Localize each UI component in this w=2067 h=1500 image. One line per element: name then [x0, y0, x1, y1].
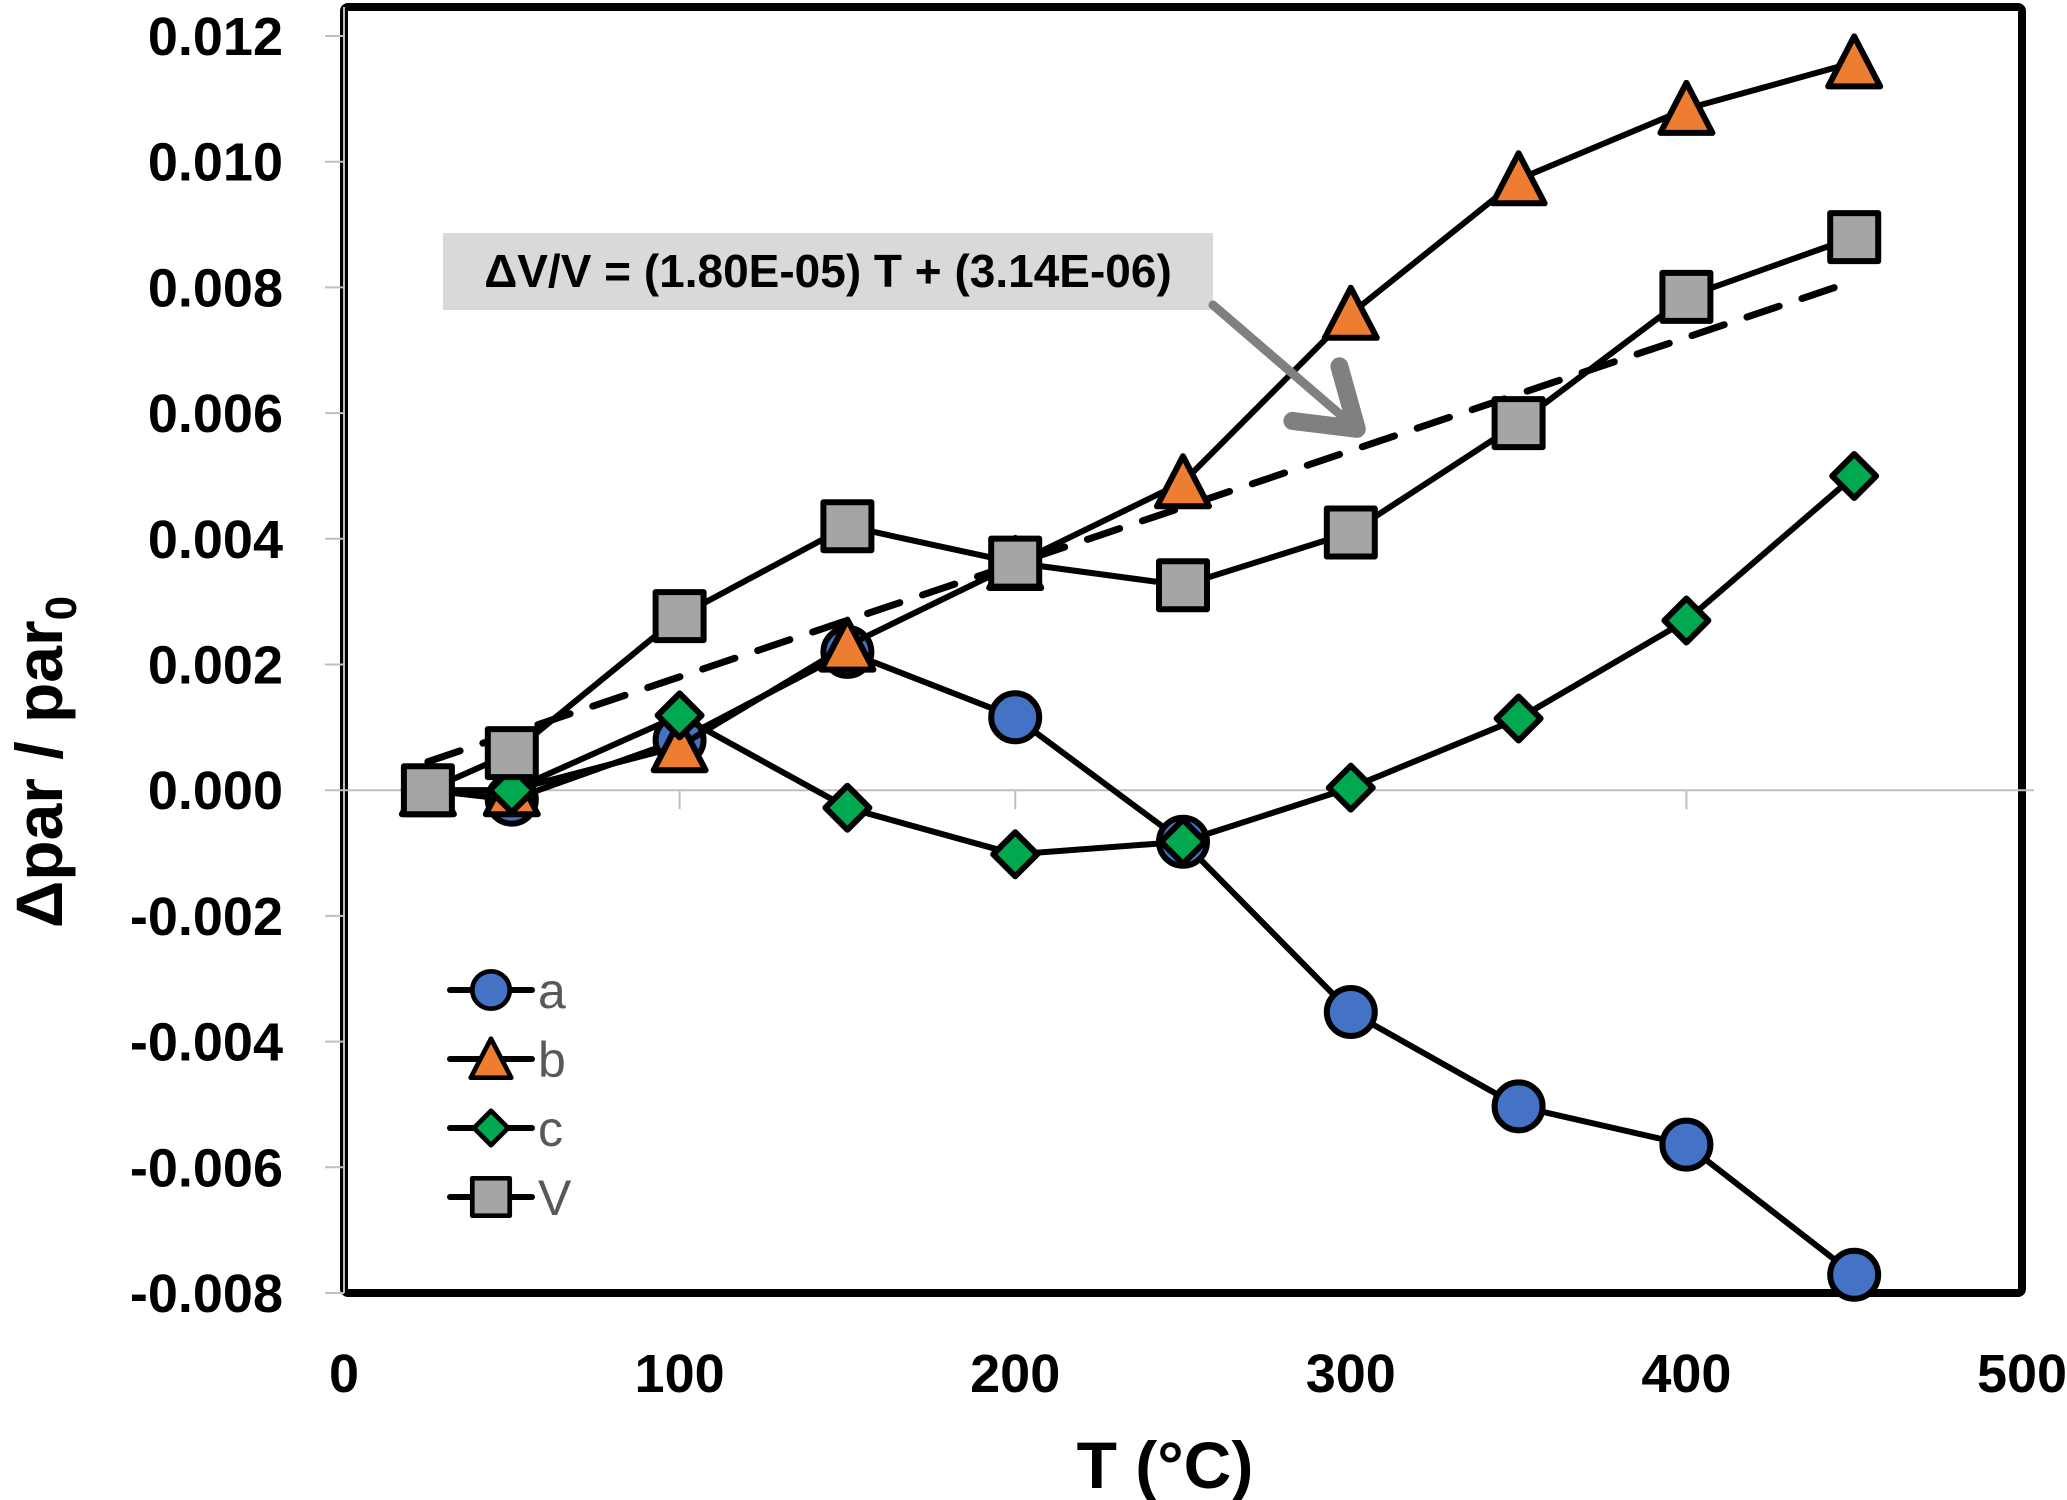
- data-point-c: [654, 690, 705, 741]
- y-tick-label: -0.002: [130, 887, 283, 947]
- data-point-V: [1827, 210, 1882, 265]
- y-tick-label: 0.012: [148, 7, 283, 67]
- fit-line: [424, 277, 1858, 766]
- data-point-c: [990, 829, 1041, 880]
- y-tick-label: 0.004: [148, 510, 283, 570]
- y-tick-label: -0.004: [130, 1013, 283, 1073]
- legend-item-c: c: [447, 1101, 563, 1157]
- data-point-a: [1827, 1247, 1882, 1302]
- data-point-c: [1325, 762, 1376, 813]
- data-point-a: [1491, 1079, 1546, 1134]
- data-point-V: [1491, 396, 1546, 451]
- plot-border: [340, 3, 2026, 1297]
- legend-label: c: [538, 1101, 563, 1157]
- series-V: [400, 210, 1882, 818]
- data-point-c: [1661, 595, 1712, 646]
- x-tick-label: 100: [635, 1344, 725, 1404]
- data-point-V: [820, 499, 875, 554]
- legend-marker-a: [469, 968, 513, 1012]
- series-line-V: [426, 234, 1856, 793]
- series-line-c: [427, 473, 1857, 858]
- x-tick-label: 300: [1306, 1344, 1396, 1404]
- legend-item-b: b: [447, 1032, 566, 1088]
- plot-area: [340, 3, 2026, 1297]
- y-tick-label: -0.006: [130, 1138, 283, 1198]
- data-point-a: [1659, 1117, 1714, 1172]
- x-axis: 0 100 200 300 400 500: [329, 790, 2067, 1404]
- y-tick-label: 0.008: [148, 258, 283, 318]
- data-point-c: [1829, 450, 1880, 501]
- x-tick-label: 400: [1641, 1344, 1731, 1404]
- legend-label: V: [538, 1170, 572, 1226]
- y-tick-label: 0.010: [148, 133, 283, 193]
- annotation-text: ΔV/V = (1.80E-05) T + (3.14E-06): [484, 245, 1172, 297]
- x-axis-title: T (°C): [1077, 1428, 1254, 1500]
- y-tick-label: 0.000: [148, 761, 283, 821]
- data-point-V: [484, 726, 539, 781]
- x-tick-label: 0: [329, 1344, 359, 1404]
- series-line-b: [427, 59, 1856, 794]
- legend-item-a: a: [447, 963, 566, 1019]
- data-point-b: [1489, 150, 1548, 207]
- fit-line-group: [424, 277, 1858, 766]
- legend-label: a: [538, 963, 566, 1019]
- data-point-c: [1158, 816, 1208, 867]
- series-group: [398, 33, 1884, 1302]
- series-c: [402, 450, 1880, 880]
- data-point-a: [988, 690, 1043, 745]
- data-point-c: [822, 782, 873, 833]
- data-point-b: [1657, 79, 1716, 136]
- annotation-arrow: [1208, 300, 1366, 438]
- data-point-V: [1323, 505, 1378, 560]
- legend-marker-b: [468, 1036, 514, 1081]
- annotation: ΔV/V = (1.80E-05) T + (3.14E-06): [443, 233, 1366, 438]
- y-tick-label: 0.006: [148, 384, 283, 444]
- data-point-V: [400, 763, 455, 818]
- data-point-V: [1659, 269, 1714, 324]
- y-axis: -0.008 -0.006 -0.004 -0.002 0.000 0.002 0.004 0…: [130, 7, 344, 1324]
- legend-item-V: V: [447, 1170, 572, 1226]
- data-point-b: [1825, 33, 1884, 90]
- y-axis-title-main: Δpar / par: [2, 620, 76, 928]
- y-axis-title-subscript: 0: [37, 596, 86, 620]
- y-tick-label: -0.008: [130, 1264, 283, 1324]
- x-tick-label: 200: [970, 1344, 1060, 1404]
- legend-label: b: [538, 1032, 566, 1088]
- legend-marker-V: [469, 1175, 513, 1219]
- data-point-b: [650, 717, 709, 774]
- annotation-box: [443, 233, 1213, 310]
- data-point-c: [1493, 693, 1544, 744]
- data-point-b: [1321, 284, 1380, 341]
- y-axis-title: Δpar / par0: [2, 596, 86, 928]
- data-point-b: [818, 616, 877, 673]
- data-point-V: [1156, 558, 1210, 613]
- data-point-V: [652, 589, 707, 644]
- data-point-V: [988, 535, 1043, 590]
- y-tick-label: 0.002: [148, 636, 283, 696]
- data-point-b: [1154, 453, 1212, 510]
- data-point-a: [1323, 985, 1378, 1040]
- x-tick-label: 500: [1977, 1344, 2067, 1404]
- legend-marker-c: [471, 1108, 511, 1148]
